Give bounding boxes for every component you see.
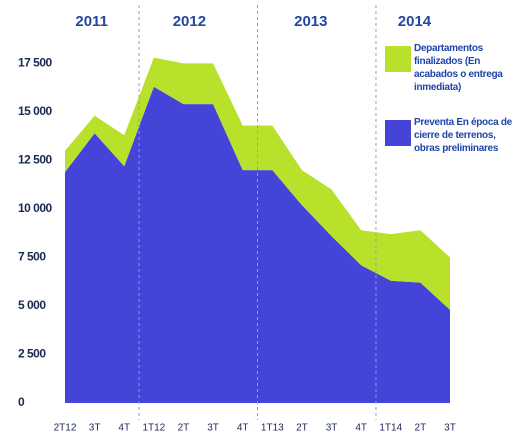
legend-item: Departamentos finalizados (En acabados o… bbox=[385, 42, 515, 94]
x-tick-label: 3T bbox=[89, 423, 101, 434]
y-tick-label: 12 500 bbox=[18, 153, 53, 167]
y-tick-label: 17 500 bbox=[18, 56, 53, 70]
y-tick-label: 10 000 bbox=[18, 201, 53, 215]
x-tick-label: 1T13 bbox=[261, 423, 284, 434]
x-tick-label: 4T bbox=[118, 423, 130, 434]
x-tick-label: 4T bbox=[237, 423, 249, 434]
x-tick-label: 1T14 bbox=[379, 423, 402, 434]
y-tick-label: 2 500 bbox=[18, 347, 46, 361]
y-tick-label: 7 500 bbox=[18, 250, 46, 264]
area bbox=[65, 86, 450, 403]
y-tick-label: 15 000 bbox=[18, 104, 53, 118]
legend-swatch bbox=[385, 120, 411, 146]
x-tick-label: 2T bbox=[296, 423, 308, 434]
x-tick-label: 3T bbox=[207, 423, 219, 434]
x-tick-label: 2T bbox=[415, 423, 427, 434]
x-tick-label: 2T12 bbox=[54, 423, 77, 434]
year-label: 2011 bbox=[75, 13, 108, 30]
year-label: 2014 bbox=[398, 13, 432, 30]
legend-label: Preventa En época de cierre de terrenos,… bbox=[414, 117, 512, 154]
x-tick-label: 2T bbox=[178, 423, 190, 434]
x-tick-label: 3T bbox=[444, 423, 456, 434]
year-label: 2012 bbox=[173, 13, 206, 30]
legend-label: Departamentos finalizados (En acabados o… bbox=[414, 43, 503, 93]
legend: Departamentos finalizados (En acabados o… bbox=[385, 42, 515, 177]
y-tick-label: 5 000 bbox=[18, 298, 46, 312]
legend-swatch bbox=[385, 46, 411, 72]
x-tick-label: 3T bbox=[326, 423, 338, 434]
y-tick-label: 0 bbox=[18, 395, 25, 409]
x-tick-label: 1T12 bbox=[142, 423, 165, 434]
x-tick-label: 4T bbox=[355, 423, 367, 434]
legend-item: Preventa En época de cierre de terrenos,… bbox=[385, 116, 515, 155]
year-label: 2013 bbox=[294, 13, 327, 30]
area bbox=[65, 57, 450, 310]
